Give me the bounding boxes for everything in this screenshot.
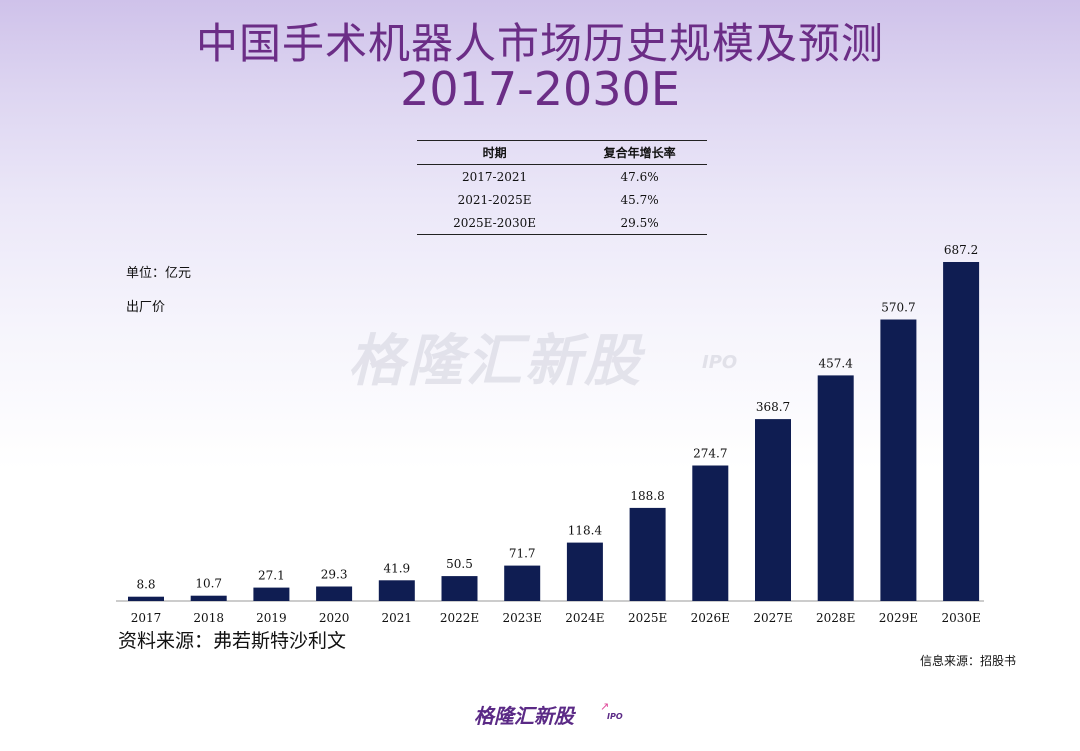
- value-label: 8.8: [136, 578, 155, 592]
- info-source: 信息来源：招股书: [920, 654, 1017, 668]
- cagr-header-rate: 复合年增长率: [572, 140, 707, 165]
- value-label: 274.7: [693, 447, 727, 461]
- brand-ipo-label: IPO: [607, 712, 623, 721]
- watermark-text: 格隆汇新股: [348, 329, 643, 394]
- x-tick-label: 2025E: [628, 611, 667, 625]
- chart-title-years: 2017-2030E: [400, 62, 680, 116]
- bar-2029E: [880, 319, 917, 601]
- value-label: 368.7: [756, 400, 790, 414]
- bar-2023E: [504, 565, 541, 601]
- value-label: 29.3: [321, 568, 348, 582]
- cagr-row: 2021-2025E 45.7%: [417, 188, 707, 211]
- bar-2019: [253, 587, 290, 601]
- bar-group: 8.8 2017 10.7 2018 27.1 2019 29.3 2020 41.9 2021 5…: [128, 243, 981, 625]
- x-tick-label: 2030E: [941, 611, 980, 625]
- bar-2028E: [817, 375, 854, 601]
- value-label: 71.7: [509, 547, 536, 561]
- x-tick-label: 2020: [319, 611, 350, 625]
- value-label: 687.2: [944, 243, 978, 257]
- cagr-period: 2025E-2030E: [417, 211, 573, 235]
- x-tick-label: 2027E: [753, 611, 792, 625]
- x-tick-label: 2026E: [691, 611, 730, 625]
- x-tick-label: 2022E: [440, 611, 479, 625]
- cagr-table: 时期 复合年增长率 2017-2021 47.6% 2021-2025E 45.…: [417, 140, 707, 235]
- cagr-rate: 45.7%: [620, 192, 659, 207]
- cagr-header-row: 时期 复合年增长率: [417, 140, 707, 165]
- brand-logo-text: 格隆汇新股: [474, 704, 574, 728]
- x-tick-label: 2018: [193, 611, 224, 625]
- bar-2017: [128, 596, 164, 601]
- value-label: 570.7: [881, 301, 915, 315]
- cagr-period: 2017-2021: [462, 169, 528, 184]
- cagr-row: 2025E-2030E 29.5%: [417, 211, 707, 235]
- bar-2018: [190, 595, 227, 601]
- cagr-rate: 47.6%: [620, 169, 659, 184]
- data-source: 资料来源：弗若斯特沙利文: [118, 630, 347, 652]
- bar-2024E: [566, 542, 603, 601]
- value-label: 27.1: [258, 569, 285, 583]
- bar-2027E: [755, 419, 791, 601]
- x-tick-label: 2019: [256, 611, 287, 625]
- x-tick-label: 2023E: [503, 611, 542, 625]
- x-tick-label: 2024E: [565, 611, 604, 625]
- x-tick-label: 2028E: [816, 611, 855, 625]
- bar-2020: [316, 586, 353, 601]
- bar-2025E: [629, 507, 666, 601]
- value-label: 41.9: [383, 561, 410, 575]
- cagr-rate: 29.5%: [572, 211, 707, 235]
- x-tick-label: 2021: [382, 611, 413, 625]
- bar-2021: [378, 580, 415, 601]
- watermark-ipo: IPO: [702, 352, 738, 373]
- cagr-period: 2021-2025E: [457, 192, 532, 207]
- brand-arrow-icon: ↗: [600, 700, 610, 713]
- unit-label: 单位：亿元: [126, 266, 192, 281]
- value-label: 10.7: [195, 577, 222, 591]
- cagr-row: 2017-2021 47.6%: [417, 165, 707, 189]
- bar-2026E: [692, 465, 729, 601]
- value-label: 188.8: [630, 489, 664, 503]
- value-label: 50.5: [446, 557, 473, 571]
- x-tick-label: 2029E: [879, 611, 918, 625]
- value-label: 457.4: [819, 356, 854, 370]
- bar-2022E: [441, 576, 478, 601]
- cagr-header-period: 时期: [417, 140, 573, 165]
- bar-2030E: [943, 262, 980, 601]
- value-label: 118.4: [568, 524, 603, 538]
- price-label: 出厂价: [126, 300, 166, 315]
- x-tick-label: 2017: [131, 611, 162, 625]
- chart-title: 中国手术机器人市场历史规模及预测: [195, 19, 884, 68]
